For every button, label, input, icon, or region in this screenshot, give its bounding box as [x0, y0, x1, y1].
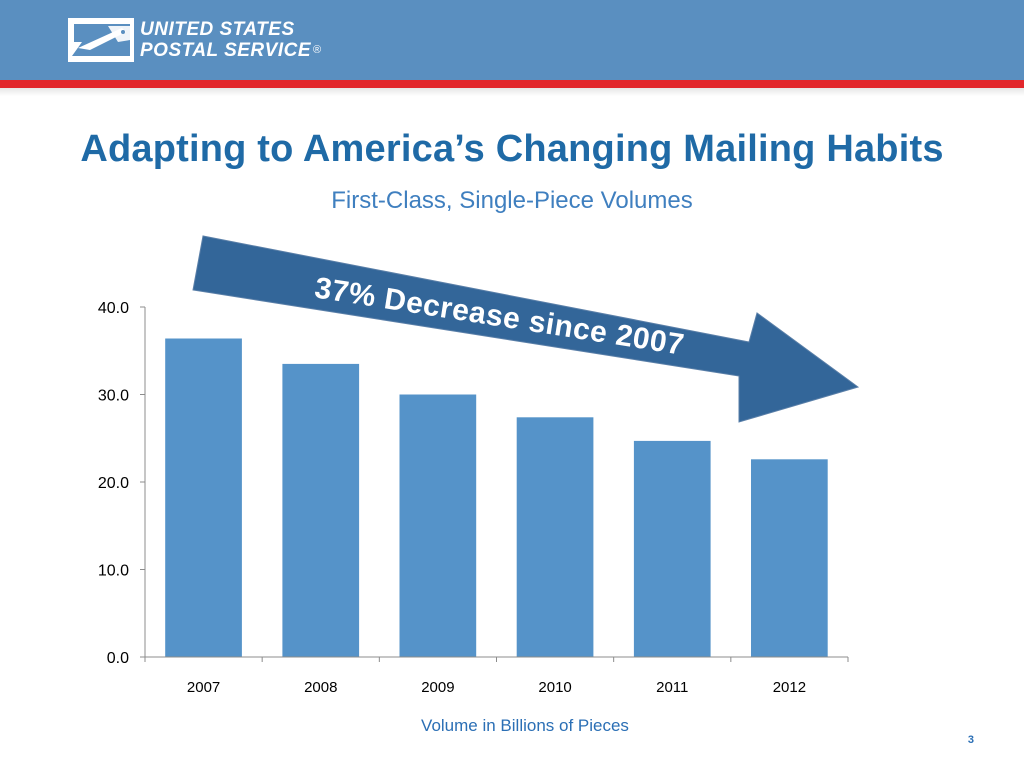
logo-text-line1: UNITED STATES — [140, 19, 295, 40]
bar-2009 — [399, 394, 477, 657]
y-tick-label: 0.0 — [107, 650, 129, 667]
y-tick-label: 10.0 — [98, 563, 129, 580]
x-tick-label: 2011 — [656, 679, 688, 696]
y-tick-label: 40.0 — [98, 300, 129, 317]
chart-caption: Volume in Billions of Pieces — [421, 716, 629, 735]
usps-logo: UNITED STATES POSTAL SERVICE ® — [68, 18, 321, 66]
x-tick-label: 2010 — [538, 679, 571, 696]
page-number: 3 — [967, 734, 974, 746]
x-tick-label: 2007 — [187, 679, 220, 696]
header-shadow — [0, 88, 1024, 96]
y-tick-label: 30.0 — [98, 388, 129, 405]
logo-text-line2: POSTAL SERVICE ® — [140, 40, 322, 61]
x-tick-label: 2008 — [304, 679, 337, 696]
x-tick-label: 2012 — [773, 679, 806, 696]
header-bar — [0, 0, 1024, 80]
logo-text-line2-main: POSTAL SERVICE — [140, 40, 311, 61]
bar-2010 — [516, 417, 594, 658]
eagle-icon — [68, 18, 134, 62]
bar-2011 — [633, 440, 711, 657]
header-red-stripe — [0, 80, 1024, 88]
slide-subtitle: First-Class, Single-Piece Volumes — [331, 187, 693, 214]
bar-2008 — [282, 363, 360, 657]
y-tick-label: 20.0 — [98, 475, 129, 492]
x-tick-label: 2009 — [421, 679, 454, 696]
slide-title: Adapting to America’s Changing Mailing H… — [80, 128, 944, 170]
registered-mark: ® — [313, 44, 322, 56]
bar-2012 — [751, 459, 828, 658]
bar-2007 — [165, 338, 242, 657]
